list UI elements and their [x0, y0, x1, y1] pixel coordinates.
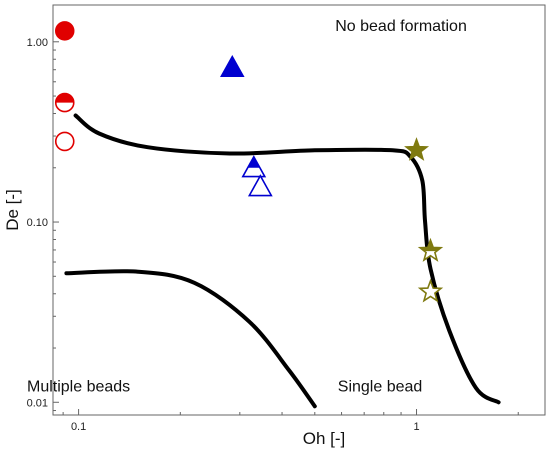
star-marker-full	[404, 137, 430, 161]
region-label: No bead formation	[335, 18, 467, 35]
x-tick-label: 0.1	[71, 421, 86, 433]
circle-marker-full	[54, 21, 75, 41]
circle-marker-open	[54, 131, 75, 152]
boundary-lower-curve	[64, 269, 317, 409]
x-tick-label: 1	[413, 421, 419, 433]
triangle-marker-half	[241, 155, 267, 178]
plot-frame	[52, 4, 546, 416]
star-marker-open	[417, 278, 444, 303]
triangle-marker-open	[247, 174, 273, 197]
y-axis-title: De [-]	[3, 189, 22, 231]
y-tick-label: 0.01	[27, 397, 48, 409]
boundary-upper-curve	[73, 113, 501, 405]
triangle-marker-full	[220, 54, 245, 78]
y-tick-label: 0.10	[27, 217, 48, 229]
circle-marker-half	[54, 92, 75, 113]
region-label: Multiple beads	[27, 378, 130, 395]
y-tick-label: 1.00	[27, 37, 48, 49]
region-label: Single bead	[338, 378, 423, 395]
star-marker-half	[417, 237, 444, 262]
x-axis-title: Oh [-]	[303, 429, 346, 448]
